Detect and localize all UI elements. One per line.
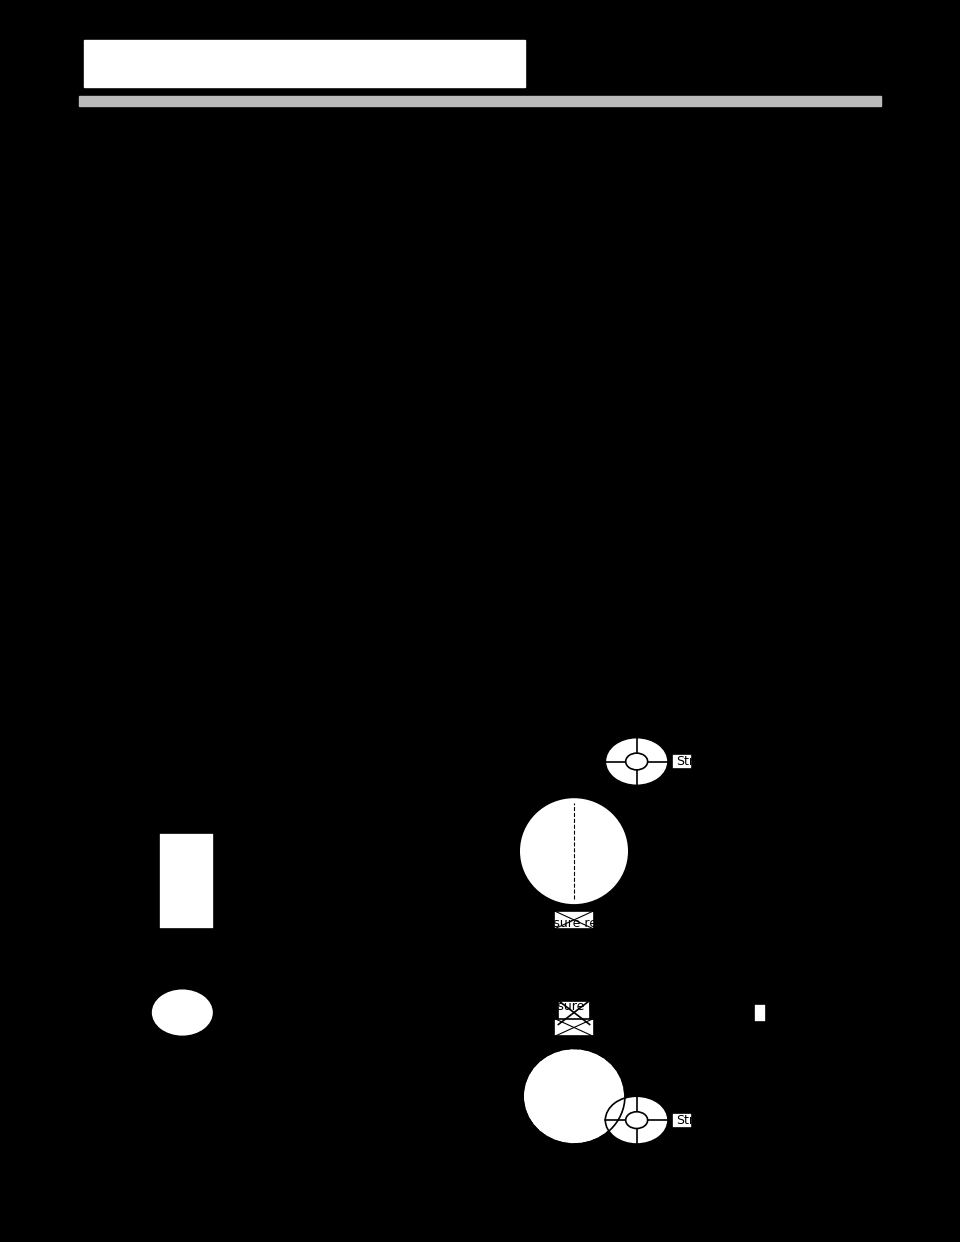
Circle shape (151, 989, 214, 1036)
Bar (672, 1113, 691, 1128)
Ellipse shape (519, 797, 629, 905)
Text: The self-leveling suspension system is designed to maintain vehicle ride height : The self-leveling suspension system is d… (103, 256, 734, 271)
Circle shape (626, 753, 648, 770)
Text: Pressure reservoir: Pressure reservoir (531, 1000, 644, 1012)
Text: Strut: Strut (676, 1114, 707, 1126)
Text: loaded conditions.: loaded conditions. (103, 284, 237, 299)
Text: •  E34 - Touring 525i and 530i: • E34 - Touring 525i and 530i (147, 483, 366, 498)
Text: Tandem pump: Tandem pump (143, 1054, 232, 1067)
Text: suspension system and power steering system.: suspension system and power steering sys… (103, 356, 453, 371)
Text: ven piston pump.  The earlier system using the electro-hydraulic pump will not b: ven piston pump. The earlier system usin… (103, 185, 738, 200)
Text: 4: 4 (103, 1194, 111, 1206)
Bar (555, 910, 593, 929)
Bar (672, 754, 691, 769)
Text: cussed.: cussed. (103, 214, 158, 229)
Text: •  E38 - 740 iL and 750iL: • E38 - 740 iL and 750iL (147, 528, 329, 543)
Text: Hydropneumatic Rear Leveling System: Hydropneumatic Rear Leveling System (103, 102, 496, 119)
Text: The system is installed on:: The system is installed on: (103, 400, 300, 415)
Bar (559, 1001, 589, 1025)
Bar (555, 1018, 593, 1036)
Circle shape (626, 1112, 648, 1129)
Text: •  E32 - 735 iL, 740iL and 750iL: • E32 - 735 iL, 740iL and 750iL (147, 437, 378, 452)
Text: This module pertains to the hydropneumatic rear suspension system with the engin: This module pertains to the hydropneumat… (103, 156, 758, 171)
Text: The system is fully hydraulic, utilizing a tandem oil pump to supply pressure to: The system is fully hydraulic, utilizing… (103, 328, 750, 343)
Text: Strut: Strut (676, 755, 707, 768)
Circle shape (606, 738, 668, 785)
Ellipse shape (523, 1048, 625, 1144)
Text: Control valve: Control valve (597, 970, 681, 982)
Text: Reservoir: Reservoir (155, 811, 214, 825)
Circle shape (606, 1097, 668, 1144)
Text: Level Control Systems: Level Control Systems (103, 1205, 227, 1215)
Text: Pressure reservoir: Pressure reservoir (527, 917, 640, 930)
Bar (158, 833, 214, 929)
Bar (755, 1004, 766, 1021)
